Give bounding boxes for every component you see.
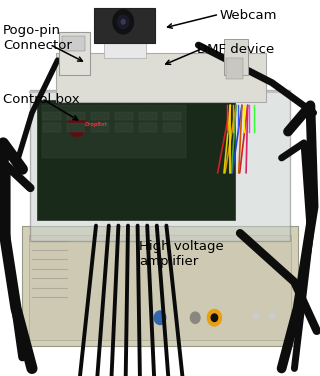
Bar (94, 8, 155, 43)
Text: DMF device: DMF device (197, 43, 274, 56)
Bar (42, 105, 186, 158)
Circle shape (113, 10, 133, 34)
Bar (43, 123, 61, 132)
Bar (62, 36, 85, 51)
Bar (91, 123, 109, 132)
Bar (226, 58, 243, 79)
Text: Pogo-pin
Connector: Pogo-pin Connector (3, 24, 72, 52)
Bar (59, 32, 90, 75)
Circle shape (121, 20, 125, 24)
Text: Control box: Control box (3, 93, 80, 106)
Circle shape (211, 314, 218, 321)
Circle shape (117, 15, 129, 29)
Bar (224, 39, 248, 75)
Bar (104, 36, 146, 58)
Bar (67, 123, 85, 132)
Text: Webcam: Webcam (219, 9, 277, 23)
Bar (56, 53, 266, 102)
FancyBboxPatch shape (22, 226, 298, 346)
Circle shape (68, 115, 86, 136)
Bar (67, 112, 85, 120)
Bar (43, 112, 61, 120)
Bar (29, 235, 291, 340)
Circle shape (207, 309, 221, 326)
Circle shape (154, 311, 166, 324)
Bar (163, 123, 181, 132)
Bar (139, 123, 157, 132)
Bar (139, 112, 157, 120)
Circle shape (269, 313, 275, 319)
Bar (91, 112, 109, 120)
Bar (163, 112, 181, 120)
Bar (115, 123, 133, 132)
Bar (30, 90, 290, 241)
Bar (115, 112, 133, 120)
Text: DropBot: DropBot (85, 121, 108, 127)
Circle shape (253, 313, 259, 319)
Circle shape (190, 312, 200, 323)
Bar (37, 100, 235, 220)
Text: High voltage
amplifier: High voltage amplifier (139, 240, 224, 268)
